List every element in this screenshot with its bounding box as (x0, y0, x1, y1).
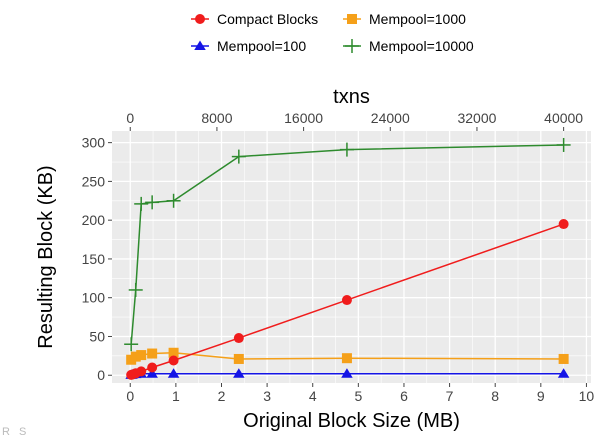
y-tick-label: 300 (82, 135, 106, 151)
legend-item: Compact Blocks (191, 11, 318, 27)
x2-tick-label: 24000 (371, 110, 410, 126)
data-point (233, 333, 244, 344)
legend-key-marker (345, 39, 359, 53)
data-point (167, 368, 180, 378)
x2-tick-label: 40000 (544, 110, 583, 126)
corner-watermark-text: R S (2, 426, 30, 438)
legend-label: Mempool=100 (217, 38, 306, 54)
data-point (231, 149, 246, 164)
data-point (128, 282, 143, 297)
legend-item: Mempool=10000 (343, 38, 474, 54)
y-axis-title: Resulting Block (KB) (35, 165, 57, 348)
data-point (557, 368, 570, 378)
data-point (145, 195, 160, 210)
legend-key-marker (195, 14, 205, 24)
x-tick-label: 1 (172, 388, 180, 404)
data-point (341, 295, 352, 306)
series-compact-blocks (126, 219, 569, 380)
x2-tick-label: 16000 (284, 110, 323, 126)
data-point (341, 368, 353, 378)
data-point (341, 353, 352, 364)
y-tick-label: 50 (89, 328, 105, 344)
data-point (233, 353, 244, 364)
grid (112, 131, 591, 383)
y-tick-label: 0 (97, 367, 105, 383)
legend-label: Mempool=1000 (369, 11, 466, 27)
legend-key-marker (194, 40, 206, 50)
series-mempool-1000 (126, 347, 569, 365)
legend-item: Mempool=1000 (343, 11, 466, 27)
data-point (147, 348, 158, 359)
series-layer (124, 137, 571, 380)
y-tick-label: 250 (82, 173, 106, 189)
data-point (134, 196, 149, 211)
series-mempool-10000 (124, 137, 571, 352)
data-point (146, 368, 158, 378)
data-point (168, 347, 179, 358)
x-tick-label: 5 (354, 388, 362, 404)
data-point (168, 355, 179, 366)
x-tick-label: 10 (579, 388, 595, 404)
data-point (558, 353, 569, 364)
data-point (556, 137, 571, 152)
legend: Compact Blocks Mempool=1000 Mempool=100 Mem… (191, 11, 474, 54)
x-axis-title: Original Block Size (MB) (243, 410, 460, 432)
x-tick-label: 9 (537, 388, 545, 404)
y-tick-label: 200 (82, 212, 106, 228)
x-tick-label: 8 (491, 388, 499, 404)
data-point (233, 368, 245, 378)
legend-key-marker (347, 14, 357, 24)
data-point (124, 337, 139, 352)
top-axis-title: txns (333, 86, 370, 108)
x2-tick-label: 0 (126, 110, 134, 126)
data-point (136, 366, 147, 377)
x-tick-label: 3 (263, 388, 271, 404)
legend-label: Mempool=10000 (369, 38, 474, 54)
data-point (136, 350, 147, 361)
plot-panel (112, 131, 591, 383)
x-tick-label: 7 (446, 388, 454, 404)
x2-tick-label: 32000 (457, 110, 496, 126)
legend-label: Compact Blocks (217, 11, 318, 27)
y-tick-label: 100 (82, 290, 106, 306)
series-line (130, 144, 564, 345)
data-point (166, 193, 181, 208)
y-tick-label: 150 (82, 251, 106, 267)
data-point (130, 351, 141, 362)
x-tick-label: 6 (400, 388, 408, 404)
x2-tick-label: 8000 (201, 110, 232, 126)
data-point (147, 362, 158, 373)
data-point (558, 219, 569, 230)
x-tick-label: 0 (126, 388, 134, 404)
data-point (339, 142, 354, 157)
x-tick-label: 2 (218, 388, 226, 404)
legend-item: Mempool=100 (191, 38, 306, 54)
x-tick-label: 4 (309, 388, 317, 404)
